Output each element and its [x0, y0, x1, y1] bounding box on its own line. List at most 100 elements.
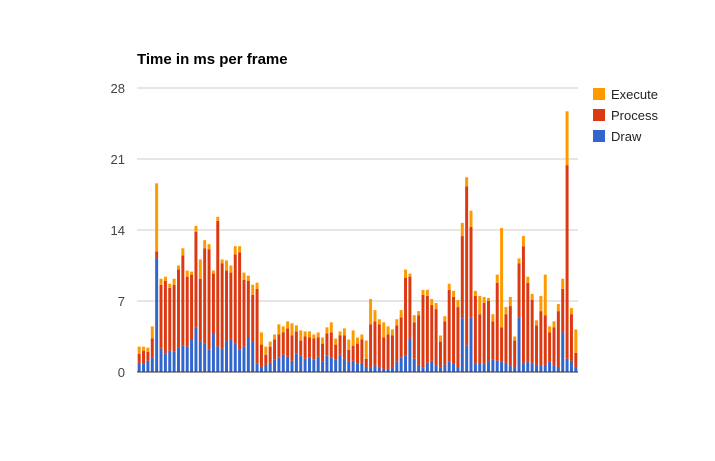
bar-process [181, 255, 185, 346]
bar-process [456, 307, 460, 367]
legend-label-draw: Draw [611, 129, 642, 144]
bar-draw [316, 356, 320, 372]
bar-draw [251, 341, 255, 372]
bar-execute [233, 246, 237, 255]
bar-process [137, 353, 141, 363]
bar-draw [369, 367, 373, 372]
bar-draw [491, 359, 495, 372]
bar-process [495, 282, 499, 361]
bar-process [220, 263, 224, 349]
bar-draw [220, 348, 224, 372]
bar-draw [504, 362, 508, 372]
bar-draw [469, 317, 473, 372]
bar-draw [438, 367, 442, 372]
bar-execute [216, 216, 220, 221]
bar-draw [299, 355, 303, 372]
bar-draw [500, 361, 504, 372]
bar-draw [211, 333, 215, 372]
bar-execute [146, 347, 150, 352]
bar-process [356, 343, 359, 364]
bar-draw [172, 351, 176, 372]
bar-execute [342, 328, 346, 336]
bar-draw [513, 366, 517, 372]
bar-process [408, 276, 412, 339]
bar-process [443, 321, 447, 365]
bar-draw [325, 355, 329, 372]
bar-draw [351, 360, 355, 372]
bar-draw [246, 337, 250, 372]
bar-draw [229, 339, 233, 372]
bar-execute [351, 330, 355, 346]
bar-execute [203, 240, 207, 249]
bar-execute [556, 304, 560, 312]
bar-draw [356, 363, 359, 372]
y-tick-label: 14 [111, 223, 125, 238]
bar-execute [508, 296, 512, 307]
bar-draw [373, 365, 377, 372]
bar-draw [242, 346, 246, 372]
bar-draw [255, 363, 259, 372]
bar-execute [238, 246, 242, 253]
bar-execute [382, 322, 386, 338]
bar-draw [430, 360, 434, 372]
bar-process [159, 284, 163, 349]
bar-execute [443, 316, 447, 322]
bar-process [142, 350, 146, 364]
bar-execute [299, 330, 303, 341]
legend-swatch-process [593, 109, 605, 121]
bar-draw [168, 350, 172, 372]
bar-draw [312, 359, 316, 372]
bar-execute [142, 346, 146, 351]
bar-execute [211, 270, 215, 274]
bar-process [539, 311, 543, 366]
bar-draw [198, 341, 202, 372]
bar-draw [163, 353, 167, 372]
bar-draw [495, 360, 499, 372]
bar-execute [377, 319, 381, 325]
bar-execute [159, 278, 163, 285]
bar-draw [364, 366, 368, 372]
bar-execute [574, 329, 578, 353]
bar-process [321, 343, 325, 362]
bar-draw [185, 346, 189, 372]
bar-draw [225, 341, 228, 372]
bar-execute [390, 329, 394, 336]
bar-process [172, 284, 176, 352]
bar-process [155, 251, 159, 259]
bar-execute [526, 276, 530, 283]
bar-process [299, 340, 303, 356]
bar-execute [469, 210, 473, 227]
bar-process [334, 344, 338, 360]
y-tick-label: 7 [118, 294, 125, 309]
bar-draw [390, 367, 394, 372]
bar-execute [338, 331, 342, 336]
bar-execute [347, 339, 351, 350]
bar-draw [539, 365, 543, 372]
bar-draw [465, 345, 469, 372]
bar-process [163, 280, 167, 354]
bar-execute [220, 259, 224, 264]
bar-execute [172, 278, 176, 285]
bar-execute [500, 227, 504, 328]
bar-process [404, 277, 408, 356]
bar-draw [482, 363, 486, 372]
bar-process [530, 299, 534, 364]
bar-process [526, 282, 530, 362]
bar-execute [251, 284, 255, 295]
bar-process [447, 289, 451, 362]
bar-draw [565, 358, 569, 372]
bar-process [277, 334, 281, 358]
bar-draw [146, 360, 150, 372]
legend-label-execute: Execute [611, 87, 658, 102]
bar-execute [425, 289, 429, 296]
bar-execute [155, 183, 159, 252]
bar-draw [535, 364, 539, 372]
bar-process [434, 309, 438, 366]
bar-execute [491, 314, 495, 322]
bar-execute [504, 307, 508, 315]
bar-draw [517, 317, 521, 372]
bar-execute [373, 310, 377, 322]
bar-execute [168, 283, 172, 288]
bar-execute [273, 334, 277, 340]
bar-execute [185, 270, 189, 277]
